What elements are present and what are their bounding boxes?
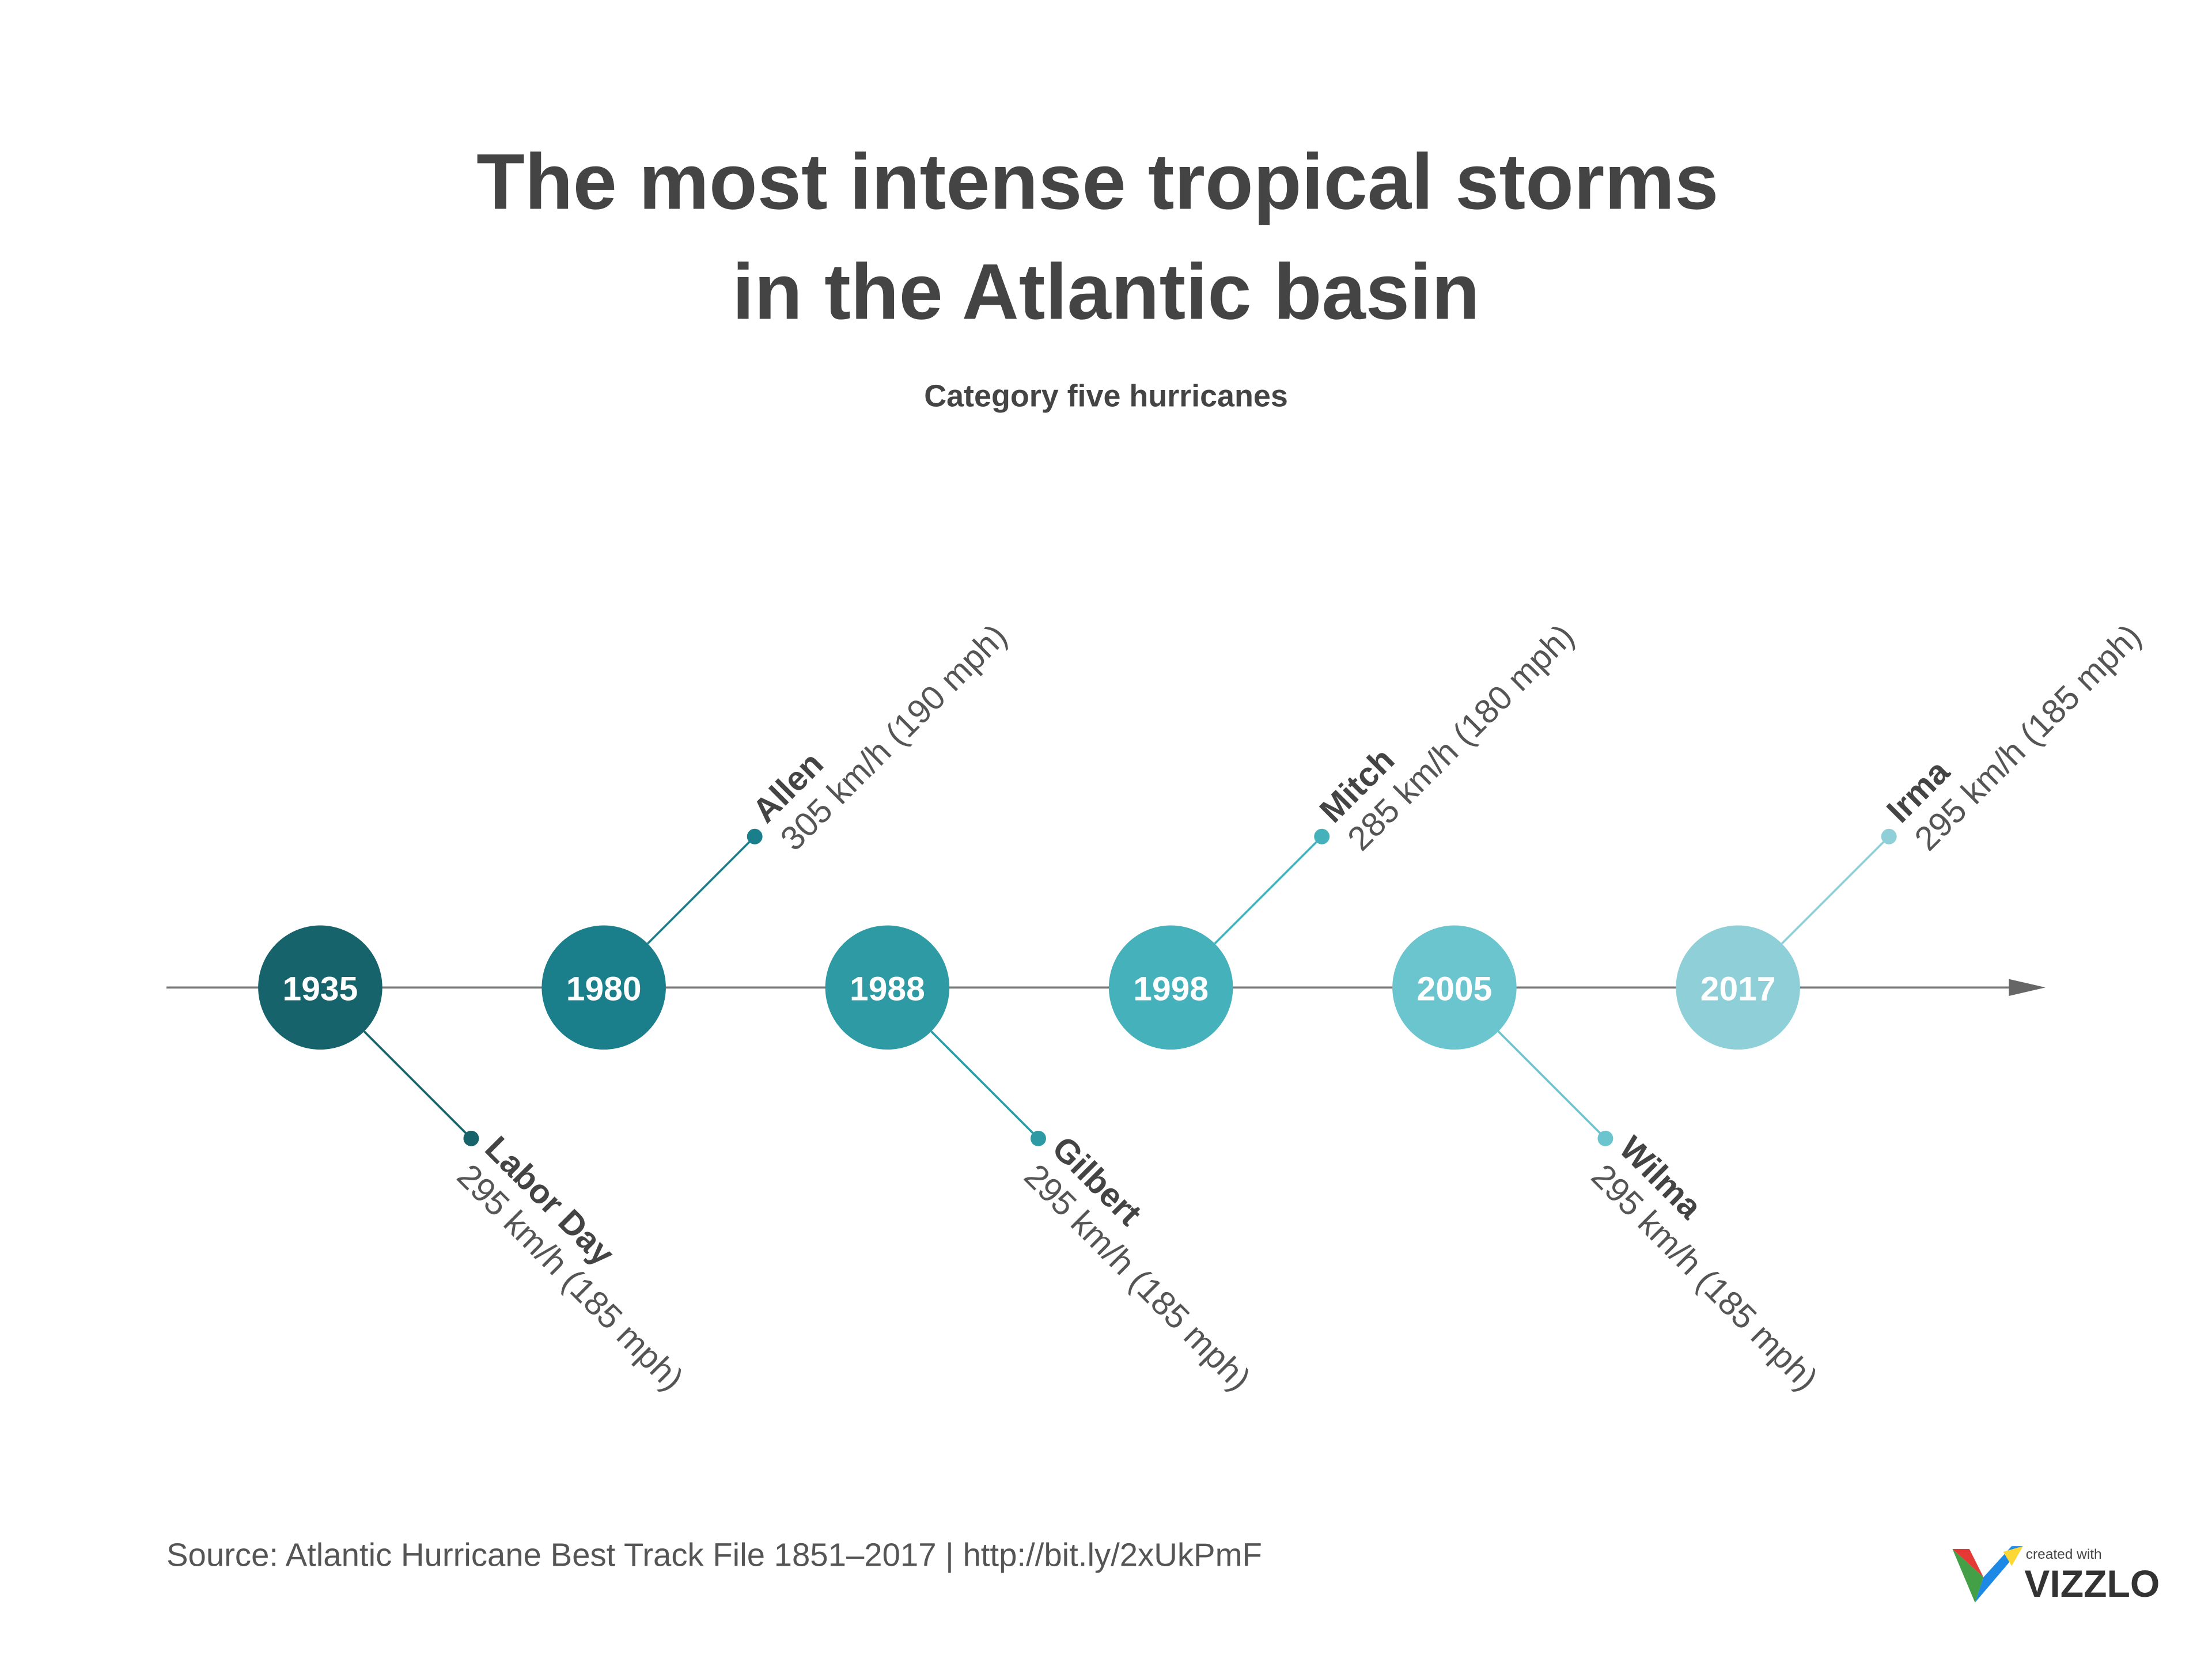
storm-speed: 285 km/h (180 mph) [1340,617,1581,858]
connector [1214,835,1323,945]
year-circle [541,925,666,1050]
storm-speed: 295 km/h (185 mph) [450,1157,691,1398]
year-circle [1108,925,1233,1050]
logo-mark [1952,1548,1984,1603]
connector [647,835,756,945]
logo-brand: VIZZLO [2024,1563,2160,1605]
event-dot [463,1130,479,1146]
year-label: 1980 [566,970,642,1007]
title-line: The most intense tropical storms [476,138,1718,226]
source: Source: Atlantic Hurricane Best Track Fi… [166,1536,1262,1573]
subtitle: Category five hurricanes [924,378,1288,413]
year-label: 1988 [850,970,925,1007]
storm-speed: 295 km/h (185 mph) [1584,1157,1825,1398]
year-circle [825,925,950,1050]
connector [363,1031,472,1139]
storm-speed: 295 km/h (185 mph) [1908,617,2149,858]
logo-mark [2003,1546,2023,1566]
year-label: 1935 [283,970,358,1007]
year-label: 2005 [1417,970,1493,1007]
connector [1781,835,1890,945]
event-dot [747,828,763,844]
year-circle [258,925,382,1050]
storm-speed: 305 km/h (190 mph) [774,617,1014,858]
axis-arrow [2009,979,2046,996]
year-label: 1998 [1133,970,1209,1007]
event-dot [1881,828,1897,844]
event-dot [1597,1130,1613,1146]
year-label: 2017 [1700,970,1776,1007]
title-line: in the Atlantic basin [732,248,1480,336]
connector [1497,1031,1607,1139]
logo-tagline: created with [2026,1547,2102,1562]
connector [930,1031,1039,1139]
year-circle [1676,925,1800,1050]
year-circle [1392,925,1517,1050]
storm-speed: 295 km/h (185 mph) [1017,1157,1258,1398]
event-dot [1314,828,1330,844]
logo: created with VIZZLO [1952,1546,2160,1605]
event-dot [1030,1130,1046,1146]
